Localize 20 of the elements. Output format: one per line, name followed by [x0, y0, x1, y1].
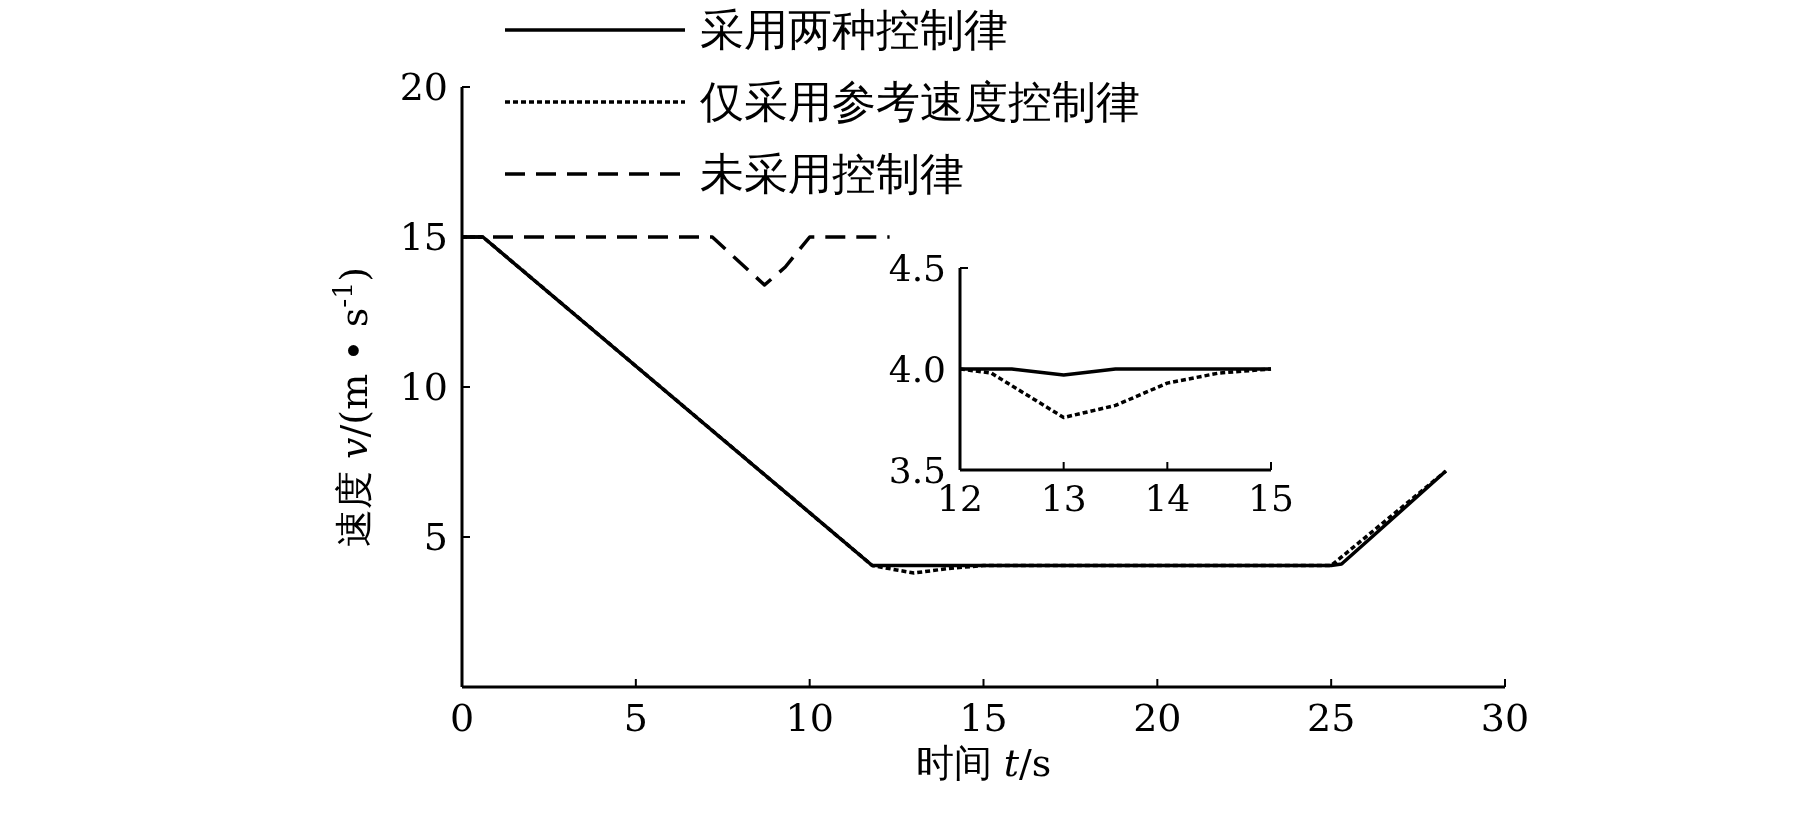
x-tick-label: 25 — [1306, 695, 1356, 740]
legend-label: 仅采用参考速度控制律 — [700, 76, 1140, 127]
x-tick-label: 30 — [1480, 695, 1530, 740]
x-tick-label: 5 — [623, 695, 648, 740]
x-tick-label: 15 — [1248, 478, 1294, 520]
y-tick-label: 5 — [423, 515, 448, 560]
x-tick-label: 10 — [785, 695, 834, 740]
y-tick-label: 10 — [399, 365, 448, 410]
y-tick-label: 15 — [399, 215, 448, 260]
x-tick-label: 0 — [449, 695, 475, 740]
x-tick-label: 14 — [1144, 478, 1191, 520]
y-tick-label: 20 — [399, 65, 448, 110]
y-tick-label: 4.0 — [888, 348, 946, 390]
legend-label: 未采用控制律 — [700, 148, 964, 199]
x-tick-label: 13 — [1040, 478, 1087, 520]
legend-label: 采用两种控制律 — [700, 4, 1008, 55]
x-tick-label: 20 — [1133, 695, 1182, 740]
x-tick-label: 15 — [959, 695, 1008, 740]
y-tick-label: 4.5 — [888, 247, 946, 289]
x-axis-title: 时间 t/s — [915, 741, 1052, 786]
